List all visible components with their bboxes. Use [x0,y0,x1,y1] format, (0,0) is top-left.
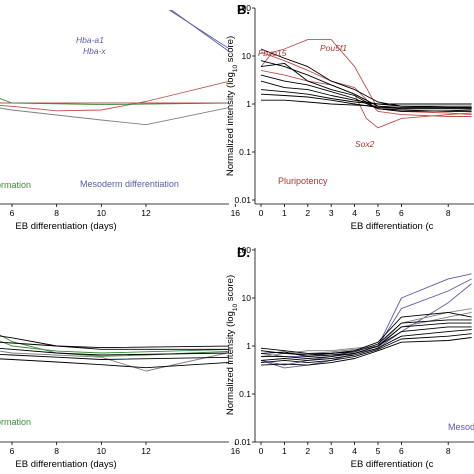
series-line [0,341,229,349]
x-tick-label: 6 [399,446,404,456]
y-axis-label: Normalized intensity (log10 score) [225,275,239,415]
annotation-label: Pou5f1 [320,43,347,53]
series-line [0,107,229,126]
series-line [260,311,472,354]
y-tick-label: 0.1 [239,147,251,157]
series-line [0,347,229,356]
y-tick-label: 1 [246,341,251,351]
annotation-label: Mesoderm differentiation [80,179,179,189]
series-group [260,39,472,129]
series-line [170,10,229,53]
series-line [260,39,472,116]
series-line [260,93,472,110]
annotation-label: Hba-a1 [76,35,104,45]
x-tick-label: 5 [376,446,381,456]
series-line [260,329,472,361]
series-line [260,74,472,112]
x-tick-label: 12 [141,208,151,218]
y-axis-label-part: 10 [232,65,239,73]
series-line [261,326,472,359]
x-tick-label: 16 [231,446,241,456]
x-tick-label: 6 [10,208,15,218]
annotation-label: Fbxo15 [258,48,287,58]
x-tick-label: 0 [259,208,264,218]
x-axis-label: EB differentiation (days) [15,459,116,470]
series-line [168,10,229,50]
y-tick-label: 0.01 [234,195,251,205]
y-tick-label: 100 [237,3,251,13]
series-line [261,99,472,108]
y-axis-label-part: Normalized intensity (log [225,311,236,415]
x-axis-label: EB differentiation (days) [15,221,116,232]
x-tick-label: 8 [54,446,59,456]
panel-letter: D. [237,245,250,260]
x-axis-label: EB differentiation (c [351,459,434,470]
annotation-label: Hba-x [83,46,106,56]
series-line [260,69,472,129]
x-tick-label: 3 [329,446,334,456]
annotation-label: ormation [0,417,31,427]
x-tick-label: 6 [10,446,15,456]
panel-a: 6 8 10 12 16 EB differentiation (days) Hba-a1H… [0,10,241,232]
annotation-label: ormation [0,180,31,190]
x-tick-label: 1 [282,446,287,456]
x-tick-label: 5 [376,208,381,218]
series-line [260,283,472,369]
x-tick-label: 4 [352,446,357,456]
x-tick-label: 6 [399,208,404,218]
panel-c: 6 8 10 12 16 EB differentiation (days) ormatio… [0,334,241,470]
series-group [0,334,229,372]
series-line [0,358,229,369]
series-group [260,273,472,369]
series-line [260,89,472,105]
x-tick-label: 8 [446,446,451,456]
series-line [260,278,472,358]
y-tick-label: 10 [242,293,252,303]
x-tick-label: 0 [259,446,264,456]
x-tick-label: 4 [352,208,357,218]
series-line [260,333,472,364]
y-tick-label: 0.01 [234,437,251,447]
series-line [260,80,472,107]
series-group [0,10,229,126]
x-tick-label: 2 [305,446,310,456]
x-tick-label: 16 [231,208,241,218]
x-tick-label: 10 [97,208,107,218]
series-line [0,354,229,360]
y-axis-label-part: score) [225,36,236,65]
series-line [0,340,229,354]
series-line [0,350,229,372]
y-axis-label-part: Normalized intensity (log [225,72,236,176]
series-line [0,98,229,106]
x-tick-label: 10 [97,446,107,456]
series-line [260,60,472,110]
series-line [0,80,229,112]
x-tick-label: 8 [54,208,59,218]
series-line [260,48,472,108]
y-axis-label-part: 10 [232,304,239,312]
y-tick-label: 100 [237,245,251,255]
x-tick-label: 2 [305,208,310,218]
series-line [260,337,472,366]
y-axis-label: Normalized intensity (log10 score) [225,36,239,176]
y-axis-label-part: score) [225,275,236,304]
x-tick-label: 3 [329,208,334,218]
panel-letter: B. [237,2,250,17]
x-tick-label: 12 [141,446,151,456]
x-tick-label: 8 [446,208,451,218]
y-tick-label: 0.1 [239,389,251,399]
annotation-label: Pluripotency [278,176,328,186]
series-line [260,308,472,354]
x-axis-label: EB differentiation (c [351,221,434,232]
x-tick-label: 1 [282,208,287,218]
y-tick-label: 1 [246,99,251,109]
y-tick-label: 10 [242,51,252,61]
annotation-label: Mesoder [448,422,474,432]
annotation-label: Sox2 [355,139,375,149]
